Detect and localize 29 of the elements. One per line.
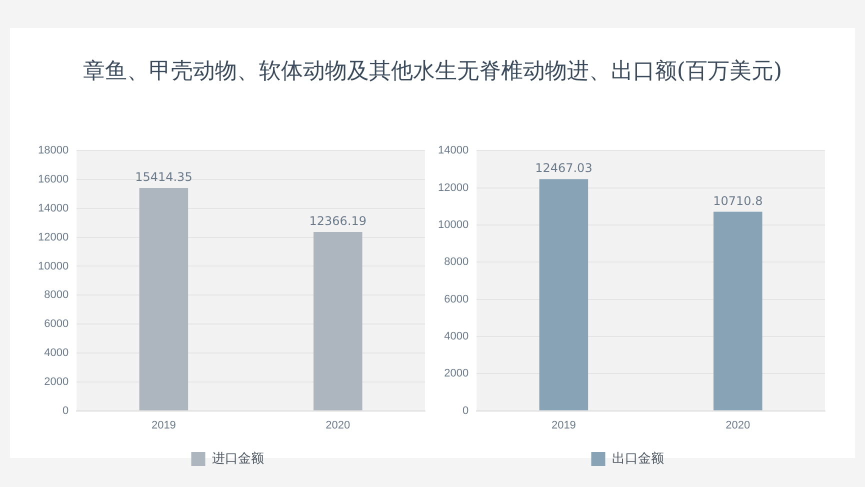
y-tick-label: 10000	[38, 260, 69, 272]
y-tick-label: 2000	[44, 376, 69, 388]
data-label: 12366.19	[309, 214, 367, 228]
y-tick-label: 4000	[44, 347, 69, 360]
y-tick-label: 16000	[38, 174, 69, 186]
data-label: 15414.35	[135, 170, 192, 184]
y-tick-label: 12000	[38, 231, 69, 244]
data-label: 10710.8	[713, 194, 763, 208]
x-tick-label: 2020	[726, 419, 750, 432]
legend-label: 出口金额	[612, 451, 664, 466]
x-tick-label: 2020	[326, 419, 350, 432]
y-tick-label: 0	[462, 404, 469, 417]
x-tick-label: 2019	[151, 419, 176, 432]
y-tick-label: 10000	[438, 218, 469, 231]
y-tick-label: 8000	[44, 289, 69, 302]
legend-label: 进口金额	[212, 451, 264, 466]
x-tick-label: 2019	[551, 419, 576, 432]
y-tick-label: 12000	[438, 182, 469, 194]
y-tick-label: 2000	[444, 368, 469, 380]
y-tick-label: 18000	[38, 144, 69, 157]
y-tick-label: 0	[62, 404, 69, 417]
y-tick-label: 4000	[444, 330, 469, 342]
chart-title: 章鱼、甲壳动物、软体动物及其他水生无脊椎动物进、出口额(百万美元)	[82, 58, 784, 86]
y-tick-label: 14000	[38, 202, 69, 214]
y-tick-label: 8000	[444, 256, 469, 268]
y-tick-label: 6000	[444, 293, 469, 306]
y-tick-label: 6000	[44, 318, 69, 330]
data-label: 12467.03	[535, 161, 592, 176]
y-tick-label: 14000	[438, 144, 469, 157]
